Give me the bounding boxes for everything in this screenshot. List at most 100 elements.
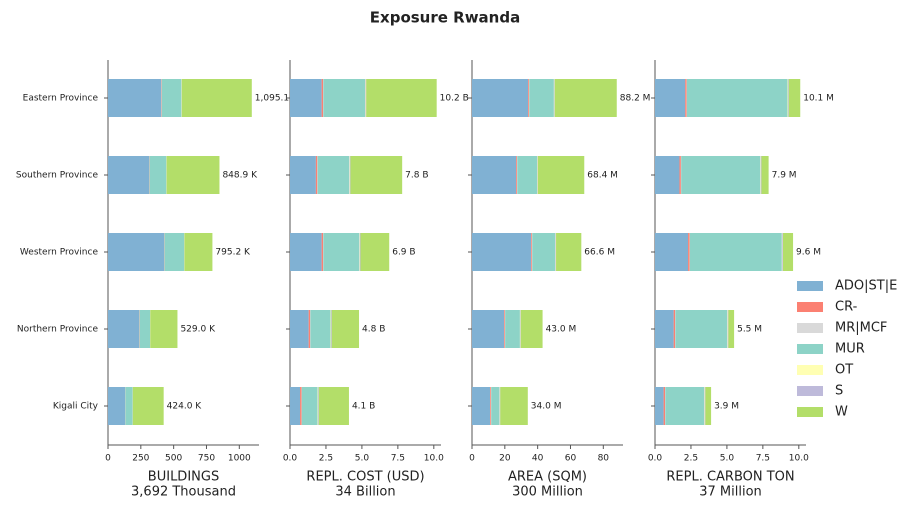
bar-segment <box>161 79 182 117</box>
x-tick-label: 5.0 <box>720 454 735 464</box>
bar-segment <box>675 310 728 348</box>
legend-label: CR- <box>835 300 858 315</box>
bar-segment <box>125 387 133 425</box>
x-tick-label: 40 <box>532 454 544 464</box>
bar-segment <box>300 387 302 425</box>
y-tick-label: Eastern Province <box>23 94 99 104</box>
total-label: 34.0 M <box>531 402 562 412</box>
bar-segment <box>517 156 537 194</box>
bar-segment <box>681 156 761 194</box>
bar-segment <box>532 233 556 271</box>
bar-segment <box>472 387 491 425</box>
total-label: 10.2 B <box>440 94 469 104</box>
total-label: 529.0 K <box>180 325 216 335</box>
bar-segment <box>537 156 585 194</box>
total-label: 66.6 M <box>584 248 615 258</box>
bar-segment <box>528 79 529 117</box>
x-axis-total: 3,692 Thousand <box>131 485 236 500</box>
bar-segment <box>689 233 782 271</box>
bar-segment <box>317 156 350 194</box>
legend-swatch <box>797 407 823 417</box>
bar-segment <box>290 79 322 117</box>
x-axis-total: 300 Million <box>512 485 583 500</box>
bar-segment <box>491 387 500 425</box>
legend-swatch <box>797 323 823 333</box>
bar-segment <box>108 233 165 271</box>
bar-segment <box>727 310 729 348</box>
x-axis-label: REPL. COST (USD) <box>306 470 424 485</box>
x-tick-label: 80 <box>598 454 610 464</box>
x-tick-label: 20 <box>499 454 511 464</box>
x-axis-label: REPL. CARBON TON <box>666 470 794 485</box>
bar-segment <box>308 310 311 348</box>
total-label: 4.1 B <box>352 402 375 412</box>
bar-segment <box>504 310 505 348</box>
x-axis-total: 34 Billion <box>335 485 395 500</box>
total-label: 848.9 K <box>222 171 258 181</box>
y-tick-label: Western Province <box>20 248 99 258</box>
bar-segment <box>782 233 783 271</box>
bar-segment <box>318 387 319 425</box>
x-tick-label: 7.5 <box>391 454 405 464</box>
bar-segment <box>331 310 360 348</box>
x-tick-label: 750 <box>198 454 215 464</box>
total-label: 9.6 M <box>796 248 821 258</box>
bar-segment <box>554 79 617 117</box>
legend-swatch <box>797 365 823 375</box>
bar-segment <box>330 310 332 348</box>
x-tick-label: 2.5 <box>684 454 698 464</box>
bar-segment <box>685 79 687 117</box>
bar-segment <box>321 233 324 271</box>
bar-segment <box>132 387 164 425</box>
bar-segment <box>490 387 491 425</box>
legend-label: ADO|ST|E <box>835 279 897 294</box>
bar-segment <box>290 310 309 348</box>
total-label: 1,095.1 K <box>255 94 299 104</box>
bar-segment <box>108 387 126 425</box>
bar-segment <box>788 79 789 117</box>
bar-segment <box>505 310 520 348</box>
total-label: 43.0 M <box>546 325 577 335</box>
bar-segment <box>318 387 349 425</box>
legend-label: W <box>835 405 848 420</box>
bar-segment <box>531 233 532 271</box>
bar-segment <box>184 233 213 271</box>
bar-segment <box>366 79 437 117</box>
x-tick-label: 500 <box>165 454 182 464</box>
x-tick-label: 10.0 <box>789 454 809 464</box>
x-tick-label: 0 <box>469 454 475 464</box>
bar-segment <box>350 156 403 194</box>
x-axis-label: BUILDINGS <box>148 470 219 485</box>
legend-label: S <box>835 384 843 399</box>
bar-segment <box>290 156 316 194</box>
bar-segment <box>679 156 681 194</box>
bar-segment <box>520 310 543 348</box>
bar-segment <box>365 79 367 117</box>
total-label: 88.2 M <box>620 94 651 104</box>
bar-segment <box>472 156 517 194</box>
bar-segment <box>323 233 360 271</box>
bar-segment <box>788 79 801 117</box>
bar-segment <box>349 156 351 194</box>
bar-segment <box>108 79 162 117</box>
bar-segment <box>321 79 324 117</box>
x-tick-label: 0.0 <box>283 454 298 464</box>
x-axis-label: AREA (SQM) <box>508 470 587 485</box>
bar-segment <box>359 233 361 271</box>
legend-label: MUR <box>835 342 865 357</box>
legend-label: OT <box>835 363 853 378</box>
total-label: 4.8 B <box>362 325 385 335</box>
bar-segment <box>181 79 252 117</box>
total-label: 7.8 B <box>405 171 428 181</box>
bar-segment <box>556 233 582 271</box>
bar-segment <box>761 156 769 194</box>
bar-segment <box>108 156 150 194</box>
bar-segment <box>472 79 529 117</box>
total-label: 3.9 M <box>714 402 739 412</box>
bar-segment <box>310 310 331 348</box>
legend-swatch <box>797 344 823 354</box>
total-label: 68.4 M <box>587 171 618 181</box>
bar-segment <box>655 233 689 271</box>
